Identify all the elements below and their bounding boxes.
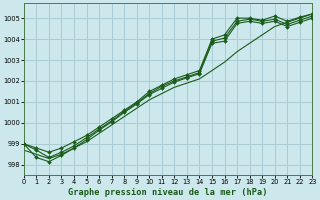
- X-axis label: Graphe pression niveau de la mer (hPa): Graphe pression niveau de la mer (hPa): [68, 188, 268, 197]
